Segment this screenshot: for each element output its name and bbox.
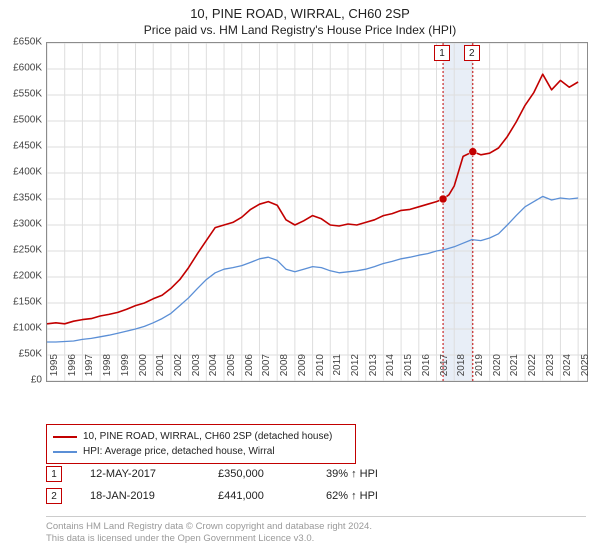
ytick-label: £150K <box>0 297 42 308</box>
footer-line1: Contains HM Land Registry data © Crown c… <box>46 521 586 533</box>
xtick-label: 2003 <box>191 354 202 384</box>
xtick-label: 1999 <box>120 354 131 384</box>
ytick-label: £100K <box>0 323 42 334</box>
chart-container: 10, PINE ROAD, WIRRAL, CH60 2SP Price pa… <box>0 0 600 560</box>
xtick-label: 2008 <box>279 354 290 384</box>
footer-line2: This data is licensed under the Open Gov… <box>46 533 586 545</box>
xtick-label: 2013 <box>368 354 379 384</box>
marker-header: 2 <box>464 45 480 61</box>
xtick-label: 2017 <box>439 354 450 384</box>
xtick-label: 2007 <box>261 354 272 384</box>
xtick-label: 1998 <box>102 354 113 384</box>
legend-swatch <box>53 451 77 453</box>
footer: Contains HM Land Registry data © Crown c… <box>46 516 586 546</box>
chart-title: 10, PINE ROAD, WIRRAL, CH60 2SP <box>0 0 600 23</box>
xtick-label: 2014 <box>385 354 396 384</box>
xtick-label: 1995 <box>49 354 60 384</box>
sales-table: 1 12-MAY-2017 £350,000 39% ↑ HPI 2 18-JAN-201… <box>46 466 586 510</box>
sale-row: 2 18-JAN-2019 £441,000 62% ↑ HPI <box>46 488 586 504</box>
xtick-label: 2022 <box>527 354 538 384</box>
ytick-label: £400K <box>0 167 42 178</box>
xtick-label: 2025 <box>580 354 591 384</box>
sale-pct: 62% ↑ HPI <box>326 490 426 502</box>
sale-date: 12-MAY-2017 <box>90 468 190 480</box>
xtick-label: 2009 <box>297 354 308 384</box>
legend-row: 10, PINE ROAD, WIRRAL, CH60 2SP (detache… <box>53 429 349 444</box>
xtick-label: 2012 <box>350 354 361 384</box>
legend-row: HPI: Average price, detached house, Wirr… <box>53 444 349 459</box>
xtick-label: 2018 <box>456 354 467 384</box>
xtick-label: 2023 <box>545 354 556 384</box>
ytick-label: £250K <box>0 245 42 256</box>
sale-price: £441,000 <box>218 490 298 502</box>
ytick-label: £200K <box>0 271 42 282</box>
xtick-label: 2011 <box>332 354 343 384</box>
xtick-label: 2005 <box>226 354 237 384</box>
xtick-label: 2006 <box>244 354 255 384</box>
xtick-label: 2019 <box>474 354 485 384</box>
xtick-label: 2024 <box>562 354 573 384</box>
ytick-label: £600K <box>0 63 42 74</box>
sale-index-box: 1 <box>46 466 62 482</box>
sale-index-box: 2 <box>46 488 62 504</box>
xtick-label: 2010 <box>315 354 326 384</box>
ytick-label: £50K <box>0 349 42 360</box>
xtick-label: 2001 <box>155 354 166 384</box>
legend: 10, PINE ROAD, WIRRAL, CH60 2SP (detache… <box>46 424 356 464</box>
ytick-label: £350K <box>0 193 42 204</box>
xtick-label: 2015 <box>403 354 414 384</box>
plot-area <box>46 42 588 382</box>
legend-text: HPI: Average price, detached house, Wirr… <box>83 444 275 459</box>
xtick-label: 2000 <box>138 354 149 384</box>
ytick-label: £650K <box>0 37 42 48</box>
chart-subtitle: Price paid vs. HM Land Registry's House … <box>0 23 600 39</box>
xtick-label: 2021 <box>509 354 520 384</box>
xtick-label: 2002 <box>173 354 184 384</box>
xtick-label: 2004 <box>208 354 219 384</box>
ytick-label: £550K <box>0 89 42 100</box>
ytick-label: £0 <box>0 375 42 386</box>
sale-price: £350,000 <box>218 468 298 480</box>
sale-pct: 39% ↑ HPI <box>326 468 426 480</box>
xtick-label: 2020 <box>492 354 503 384</box>
ytick-label: £450K <box>0 141 42 152</box>
xtick-label: 1996 <box>67 354 78 384</box>
xtick-label: 1997 <box>84 354 95 384</box>
legend-swatch <box>53 436 77 438</box>
sale-date: 18-JAN-2019 <box>90 490 190 502</box>
xtick-label: 2016 <box>421 354 432 384</box>
plot-svg <box>47 43 587 381</box>
ytick-label: £500K <box>0 115 42 126</box>
ytick-label: £300K <box>0 219 42 230</box>
marker-header: 1 <box>434 45 450 61</box>
legend-text: 10, PINE ROAD, WIRRAL, CH60 2SP (detache… <box>83 429 332 444</box>
sale-row: 1 12-MAY-2017 £350,000 39% ↑ HPI <box>46 466 586 482</box>
